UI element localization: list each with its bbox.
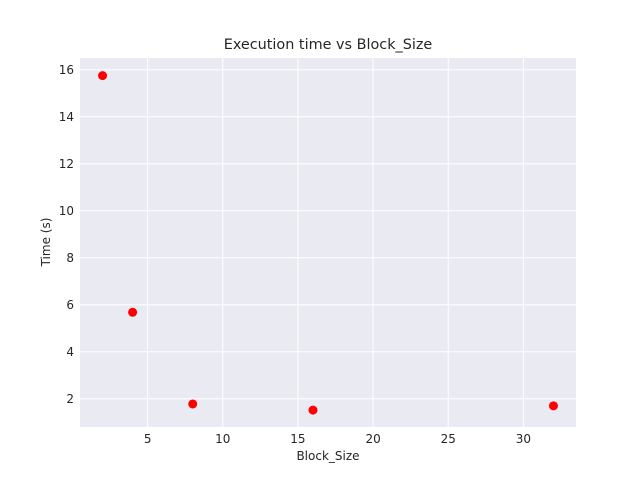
chart-title: Execution time vs Block_Size — [224, 37, 433, 53]
y-tick-label: 6 — [66, 298, 74, 312]
y-tick-label: 8 — [66, 251, 74, 265]
y-tick-labels: 2 4 6 8 10 12 14 16 — [59, 63, 74, 406]
y-axis-label: Time (s) — [39, 218, 53, 268]
y-tick-label: 2 — [66, 392, 74, 406]
y-tick-label: 12 — [59, 157, 74, 171]
x-axis-label: Block_Size — [296, 449, 359, 463]
data-points — [98, 71, 558, 415]
plot-background — [80, 58, 576, 427]
y-tick-label: 4 — [66, 345, 74, 359]
y-tick-label: 10 — [59, 204, 74, 218]
data-point — [128, 307, 138, 317]
x-tick-labels: 5 10 15 20 25 30 — [144, 432, 531, 446]
data-point — [188, 399, 198, 409]
y-tick-label: 16 — [59, 63, 74, 77]
x-tick-label: 30 — [516, 432, 531, 446]
x-tick-label: 5 — [144, 432, 152, 446]
grid-lines — [80, 58, 576, 427]
data-point — [548, 401, 558, 411]
x-tick-label: 20 — [365, 432, 380, 446]
x-tick-label: 25 — [441, 432, 456, 446]
y-tick-label: 14 — [59, 110, 74, 124]
data-point — [98, 71, 108, 81]
x-tick-label: 10 — [215, 432, 230, 446]
x-tick-label: 15 — [290, 432, 305, 446]
data-point — [308, 405, 318, 415]
